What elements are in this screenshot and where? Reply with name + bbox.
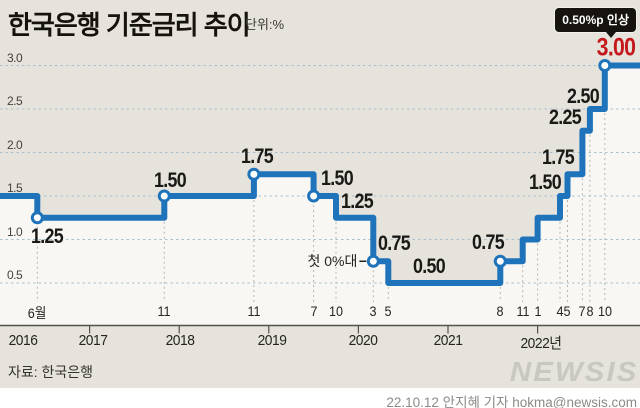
- rate-value-label: 1.25: [31, 224, 64, 248]
- byline-credit: 22.10.12 안지혜 기자 hokma@newsis.com: [386, 395, 637, 408]
- newsis-watermark: NEWSIS: [509, 356, 638, 387]
- x-axis-month-label: 10: [328, 303, 344, 319]
- rate-value-label-current: 3.00: [596, 33, 636, 61]
- x-axis-month-label: 7: [578, 303, 586, 319]
- x-axis-year-label: 2021: [433, 332, 463, 349]
- y-axis-label: 0.5: [7, 268, 23, 282]
- x-axis-year-label: 2016: [8, 332, 38, 349]
- rate-value-label: 1.75: [542, 146, 575, 170]
- x-axis-year-label: 2018: [165, 332, 195, 349]
- rate-value-label: 2.50: [566, 85, 600, 108]
- first-zero-annotation: 첫 0%대: [307, 253, 358, 270]
- rate-value-label: 2.25: [549, 105, 582, 129]
- rate-change-marker: [307, 189, 321, 203]
- x-axis-month-label: 8: [586, 303, 594, 319]
- unit-label: 단위:%: [245, 17, 285, 32]
- rate-change-marker: [598, 59, 612, 72]
- rate-change-marker: [157, 189, 171, 203]
- x-axis-year-label: 2019: [257, 332, 287, 349]
- rate-change-marker: [247, 167, 261, 181]
- x-axis-month-label: 11: [247, 303, 261, 319]
- rate-value-label: 1.50: [528, 171, 562, 194]
- x-axis-month-label: 1: [534, 303, 542, 319]
- rate-value-label: 0.75: [378, 232, 411, 256]
- y-axis-label: 3.0: [7, 50, 23, 65]
- under-line-fill: [0, 65, 640, 326]
- rate-value-label: 0.75: [472, 231, 505, 255]
- x-axis-month-label: 6월: [28, 305, 47, 321]
- chart-canvas: [0, 59, 640, 334]
- rate-value-label: 1.50: [320, 167, 354, 190]
- x-axis-month-label: 4: [556, 303, 564, 319]
- x-axis-month-label: 11: [157, 303, 171, 319]
- x-axis-month-label: 5: [563, 303, 571, 319]
- x-axis-year-label: 2017: [78, 332, 108, 349]
- rate-change-marker: [366, 254, 380, 268]
- x-axis-month-label: 11: [516, 303, 530, 319]
- x-axis-month-label: 7: [310, 303, 318, 319]
- chart-title: 한국은행 기준금리 추이: [8, 10, 251, 40]
- x-axis-month-label: 8: [496, 303, 504, 319]
- rate-value-label: 1.50: [154, 169, 187, 192]
- rate-hike-badge: 0.50%p 인상: [555, 8, 636, 38]
- y-axis-label: 1.0: [7, 224, 23, 239]
- rate-value-label: 0.50: [413, 255, 446, 278]
- rate-change-marker: [30, 211, 44, 225]
- y-axis-label: 2.0: [7, 137, 23, 152]
- x-axis-month-label: 3: [369, 303, 377, 319]
- rate-value-label: 1.75: [240, 145, 274, 169]
- y-axis-label: 1.5: [7, 181, 23, 195]
- x-axis-month-label: 5: [384, 303, 392, 319]
- y-axis-label: 2.5: [7, 94, 23, 108]
- rate-value-label: 1.25: [340, 189, 374, 213]
- rate-change-marker: [493, 254, 507, 268]
- rate-step-line: [0, 62, 640, 286]
- source-label: 자료: 한국은행: [8, 364, 94, 380]
- x-axis-month-label: 10: [597, 303, 612, 319]
- chart-card: 한국은행 기준금리 추이 단위:% 0.50%p 인상 자료: 한국은행 3.0…: [0, 0, 640, 388]
- x-axis-year-label: 2022년: [520, 335, 562, 352]
- x-axis-year-label: 2020: [348, 332, 378, 349]
